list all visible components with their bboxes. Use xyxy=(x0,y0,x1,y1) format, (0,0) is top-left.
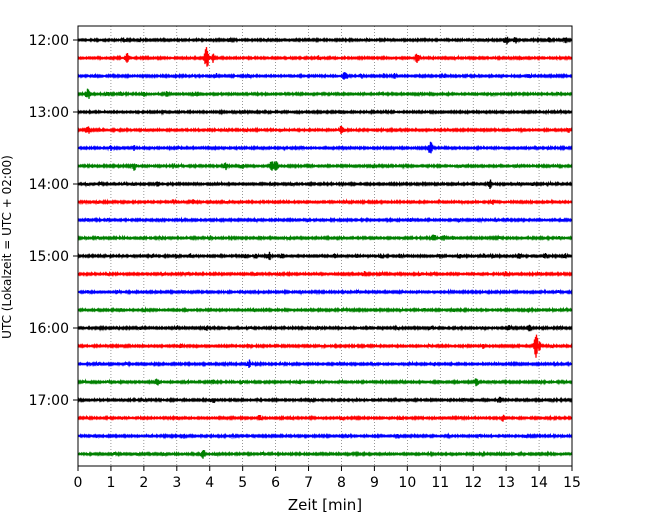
trace-1600 xyxy=(77,324,573,332)
y-tick-label: 17:00 xyxy=(29,393,69,409)
trace-1200 xyxy=(77,36,573,45)
trace-1400 xyxy=(77,179,573,189)
trace-1345 xyxy=(77,161,573,171)
trace-1700 xyxy=(77,396,573,404)
x-tick-label: 0 xyxy=(74,475,83,491)
x-axis-title: Zeit [min] xyxy=(288,496,362,514)
vertical-grid-lines xyxy=(110,26,540,466)
trace-1730 xyxy=(77,432,573,440)
x-tick-label: 8 xyxy=(337,475,346,491)
x-tick-label: 6 xyxy=(271,475,280,491)
trace-1330 xyxy=(77,141,573,154)
trace-1445 xyxy=(77,234,573,242)
y-tick-label: 13:00 xyxy=(29,105,69,121)
x-axis-ticks: 0 1 2 3 4 5 6 7 8 9 10 11 12 13 14 15 xyxy=(74,466,581,491)
x-tick-label: 7 xyxy=(304,475,313,491)
trace-1645 xyxy=(77,378,573,387)
x-tick-label: 14 xyxy=(530,475,548,491)
y-axis-ticks: 12:00 13:00 14:00 15:00 16:00 17:00 xyxy=(29,33,78,409)
x-tick-label: 1 xyxy=(106,475,115,491)
trace-1415 xyxy=(77,198,573,206)
trace-1215 xyxy=(77,47,573,67)
y-tick-label: 16:00 xyxy=(29,321,69,337)
trace-1630 xyxy=(77,359,573,369)
x-tick-label: 13 xyxy=(497,475,515,491)
x-tick-label: 9 xyxy=(370,475,379,491)
trace-1245 xyxy=(77,88,573,99)
trace-1315 xyxy=(77,125,573,135)
trace-1745 xyxy=(77,449,573,459)
trace-1515 xyxy=(77,270,573,278)
x-tick-label: 3 xyxy=(172,475,181,491)
trace-1615 xyxy=(77,334,573,358)
x-tick-label: 15 xyxy=(563,475,581,491)
seismic-traces xyxy=(77,36,573,459)
x-tick-label: 11 xyxy=(431,475,449,491)
trace-1230 xyxy=(77,72,573,80)
trace-1545 xyxy=(77,306,573,314)
y-tick-label: 15:00 xyxy=(29,249,69,265)
x-tick-label: 2 xyxy=(139,475,148,491)
trace-1430 xyxy=(77,216,573,224)
trace-1500 xyxy=(77,251,573,261)
trace-1530 xyxy=(77,288,573,296)
x-tick-label: 5 xyxy=(238,475,247,491)
x-tick-label: 4 xyxy=(205,475,214,491)
plot-frame xyxy=(77,25,573,467)
x-tick-label: 12 xyxy=(464,475,482,491)
trace-1715 xyxy=(77,414,573,422)
trace-1300 xyxy=(77,108,573,116)
y-axis-title: UTC (Lokalzeit = UTC + 02:00) xyxy=(0,155,14,339)
y-tick-label: 14:00 xyxy=(29,177,69,193)
y-tick-label: 12:00 xyxy=(29,33,69,49)
x-tick-label: 10 xyxy=(398,475,416,491)
